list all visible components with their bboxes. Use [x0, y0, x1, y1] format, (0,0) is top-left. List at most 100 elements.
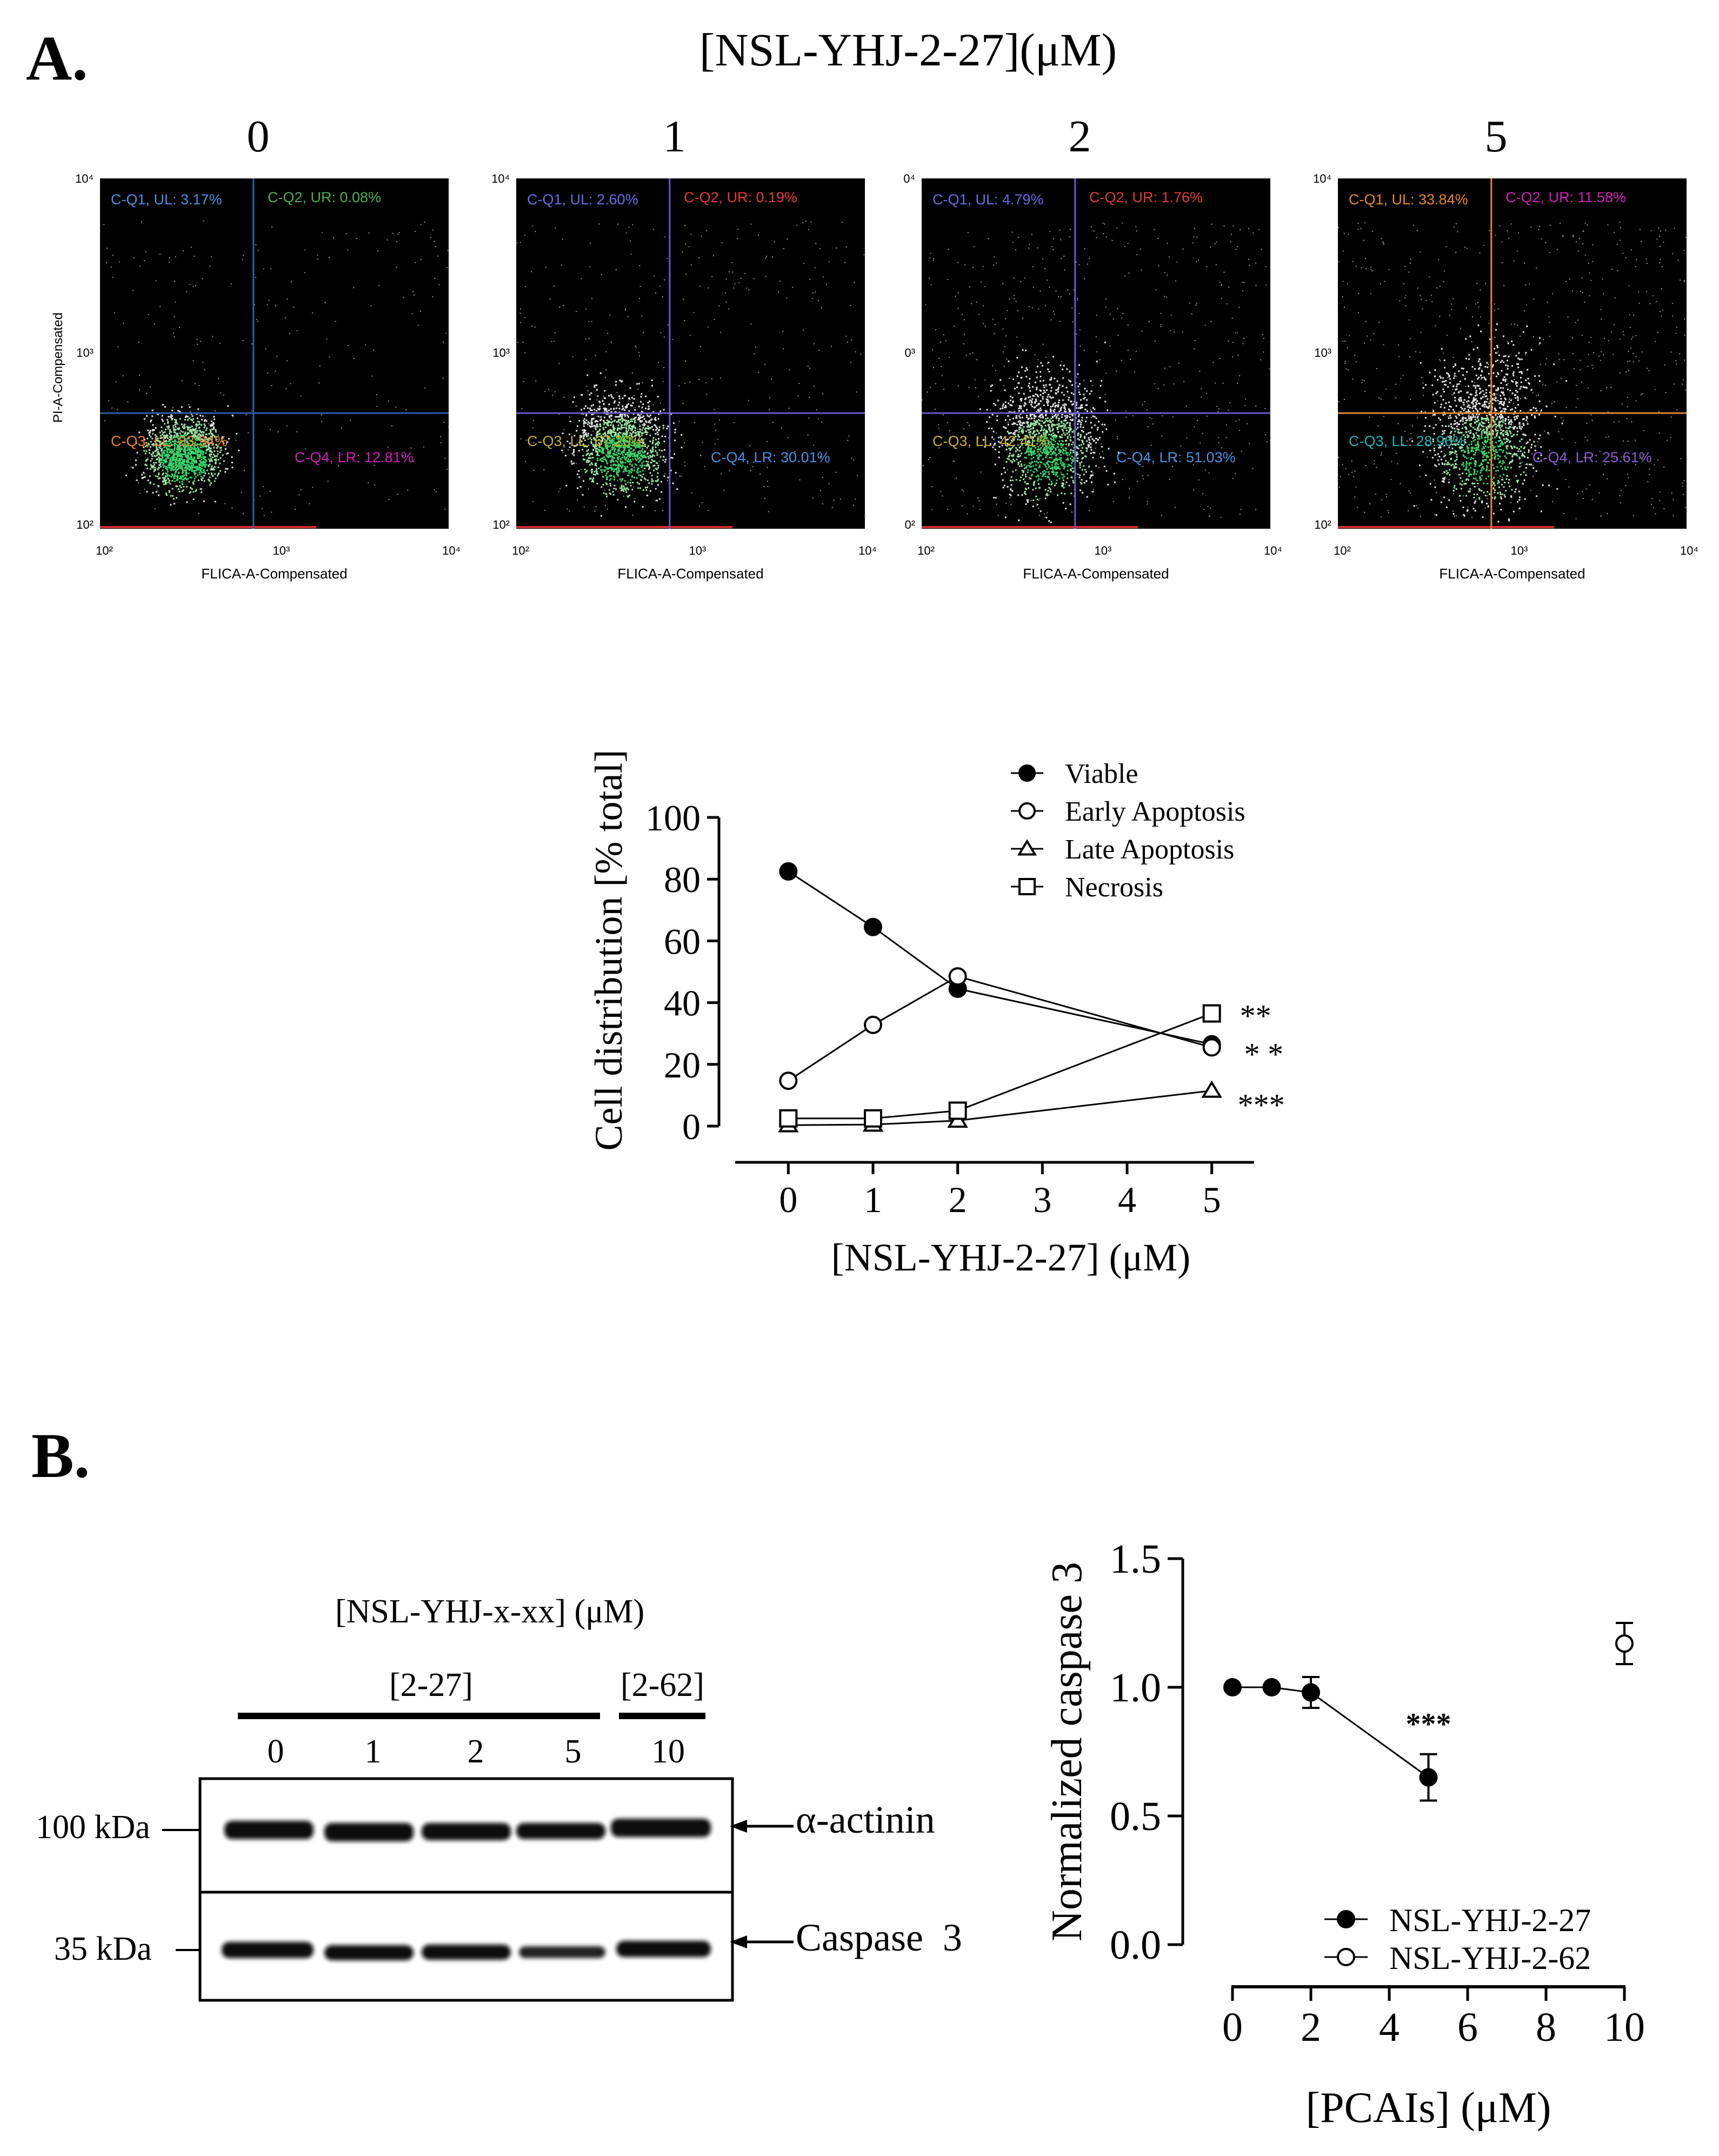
x-tick-label: 6 — [1457, 2005, 1478, 2050]
flow-x-label: FLICA-A-Compensated — [201, 565, 347, 582]
flow-plot-area — [516, 178, 865, 529]
cell-distribution-chart: 0 20 40 60 80 100 0 1 2 3 4 5 [NSL-YHJ-2-27] (μM) Cel… — [562, 719, 1330, 1325]
lane-label-5: 5 — [564, 1733, 582, 1770]
x-tick-label: 2 — [949, 1179, 967, 1220]
data-point — [1202, 1038, 1221, 1057]
caspase-3-arrow — [730, 1931, 795, 1955]
series-line — [788, 975, 1212, 1082]
mw-100kda-label: 100 kDa — [36, 1809, 150, 1846]
flow-x-tick: 10³ — [1095, 544, 1112, 557]
data-point — [864, 1015, 882, 1034]
y-tick-label: 1.5 — [1110, 1536, 1161, 1582]
flow-concentration-label: 5 — [1485, 111, 1508, 162]
flow-x-tick: 10² — [512, 544, 529, 557]
caspase-3-label: Caspase 3 — [796, 1916, 962, 1959]
legend-marker — [1337, 1948, 1355, 1966]
caspase-3-chart-svg: 0.0 0.5 1.0 1.5 0 2 4 6 8 10 [PCAIs] (μM) Normalize… — [1043, 1536, 1645, 2132]
legend-label: Viable — [1065, 758, 1138, 789]
group-2-62-label: [2-62] — [621, 1667, 704, 1703]
flow-plot-1uM: 1 C-Q1, UL: 2.60% C-Q2, UR: 0.19% C-Q3, LL:… — [446, 108, 877, 597]
x-tick-label: 0 — [779, 1179, 797, 1220]
flow-x-tick: 10⁴ — [1680, 544, 1698, 557]
series-late-apoptosis — [778, 1080, 1222, 1133]
data-point — [1262, 1678, 1281, 1696]
lane-label-10: 10 — [651, 1733, 685, 1770]
lane-label-2: 2 — [467, 1733, 484, 1770]
flow-plot-svg: 0 C-Q1, UL: 3.17% C-Q2, UR: 0.08% C-Q3, LL:… — [51, 111, 461, 582]
cell-distribution-svg: 0 20 40 60 80 100 0 1 2 3 4 5 [NSL-YHJ-2-27] (μM) Cel… — [587, 750, 1285, 1279]
flow-y-tick: 10² — [492, 518, 510, 531]
flow-x-tick: 10² — [917, 544, 935, 557]
y-tick-label: 40 — [664, 983, 701, 1024]
flow-q1-label: C-Q1, UL: 4.79% — [932, 191, 1044, 208]
flow-y-tick: 0² — [904, 518, 915, 531]
significance-annotation: *** — [1406, 1708, 1451, 1741]
legend-marker — [1018, 764, 1036, 782]
flow-q2-label: C-Q2, UR: 0.08% — [268, 189, 381, 205]
alpha-actinin-bands — [224, 1819, 711, 1841]
flow-plot-area — [1338, 178, 1687, 529]
flow-events — [103, 220, 449, 516]
flow-x-label: FLICA-A-Compensated — [1439, 565, 1585, 582]
series-nsl-yhj-2-27 — [1223, 1675, 1438, 1802]
flow-q3-label: C-Q3, LL: 83.94% — [111, 433, 228, 449]
western-blot — [162, 1773, 757, 2011]
panel-b-letter: B. — [31, 1420, 90, 1491]
y-tick-label: 0.0 — [1110, 1922, 1161, 1968]
flow-q2-label: C-Q2, UR: 11.58% — [1505, 189, 1626, 205]
data-point — [1201, 1080, 1222, 1098]
y-axis-label: Normalized caspase 3 — [1043, 1562, 1091, 1941]
flow-plot-svg: 1 C-Q1, UL: 2.60% C-Q2, UR: 0.19% C-Q3, LL:… — [491, 111, 877, 582]
legend-label: Early Apoptosis — [1065, 796, 1245, 827]
flow-q3-label: C-Q3, LL: 67.20% — [527, 433, 644, 449]
caspase-3-bands — [222, 1941, 711, 1960]
series-early-apoptosis — [779, 967, 1221, 1090]
flow-plot-svg: 5 C-Q1, UL: 33.84% C-Q2, UR: 11.58% C-Q3, L… — [1313, 111, 1698, 582]
flow-x-tick: 10² — [96, 544, 113, 557]
flow-x-tick: 10⁴ — [858, 544, 877, 557]
flow-x-tick: 10³ — [689, 544, 707, 557]
data-point — [1223, 1678, 1242, 1696]
flow-q1-label: C-Q1, UL: 2.60% — [527, 191, 638, 208]
flow-main-title: [NSL-YHJ-2-27](μM) — [699, 24, 1117, 76]
data-point — [779, 1109, 798, 1128]
lane-label-0: 0 — [267, 1733, 284, 1770]
flow-q4-label: C-Q4, LR: 30.01% — [711, 449, 830, 465]
legend-marker — [1017, 839, 1037, 856]
x-tick-label: 0 — [1222, 2005, 1243, 2050]
flow-q2-label: C-Q2, UR: 0.19% — [684, 189, 797, 205]
flow-q1-label: C-Q1, UL: 3.17% — [111, 191, 222, 208]
x-tick-label: 3 — [1033, 1179, 1051, 1220]
flow-plot-area — [922, 178, 1270, 529]
flow-events — [922, 222, 1270, 523]
y-tick-label: 0.5 — [1110, 1794, 1161, 1839]
flow-plot-area — [100, 178, 449, 529]
flow-y-tick: 10² — [76, 518, 94, 531]
x-axis-label: [NSL-YHJ-2-27] (μM) — [831, 1236, 1191, 1279]
mw-35kda-label: 35 kDa — [54, 1931, 152, 1967]
x-tick-label: 2 — [1301, 2005, 1321, 2050]
data-point — [779, 1072, 798, 1090]
data-point — [1419, 1768, 1438, 1787]
caspase-3-chart: 0.0 0.5 1.0 1.5 0 2 4 6 8 10 [PCAIs] (μM) Normalize… — [1016, 1498, 1676, 2146]
flow-q4-label: C-Q4, LR: 51.03% — [1116, 449, 1236, 465]
flow-y-tick: 10⁴ — [1313, 172, 1331, 185]
legend-marker — [1018, 878, 1036, 895]
group-2-27-bar — [238, 1713, 600, 1719]
flow-plot-0uM: 0 C-Q1, UL: 3.17% C-Q2, UR: 0.08% C-Q3, LL:… — [30, 108, 461, 597]
data-point — [948, 967, 967, 986]
flow-plot-2uM: 2 C-Q1, UL: 4.79% C-Q2, UR: 1.76% C-Q3, LL:… — [851, 108, 1282, 597]
legend-marker — [1018, 802, 1036, 820]
legend-label: NSL-YHJ-2-62 — [1389, 1940, 1591, 1976]
significance-annotation: *** — [1238, 1087, 1285, 1122]
series-line — [788, 1089, 1212, 1126]
flow-y-tick: 10⁴ — [491, 172, 510, 185]
blot-title: [NSL-YHJ-x-xx] (μM) — [335, 1593, 645, 1630]
flow-plot-svg: 2 C-Q1, UL: 4.79% C-Q2, UR: 1.76% C-Q3, LL:… — [903, 111, 1282, 582]
y-tick-label: 100 — [645, 797, 701, 839]
data-point — [1302, 1683, 1320, 1702]
flow-y-tick: 10³ — [76, 346, 94, 360]
legend-label: Late Apoptosis — [1065, 834, 1234, 865]
y-axis-label: Cell distribution [% total] — [587, 750, 630, 1151]
flow-q4-label: C-Q4, LR: 12.81% — [295, 449, 414, 465]
